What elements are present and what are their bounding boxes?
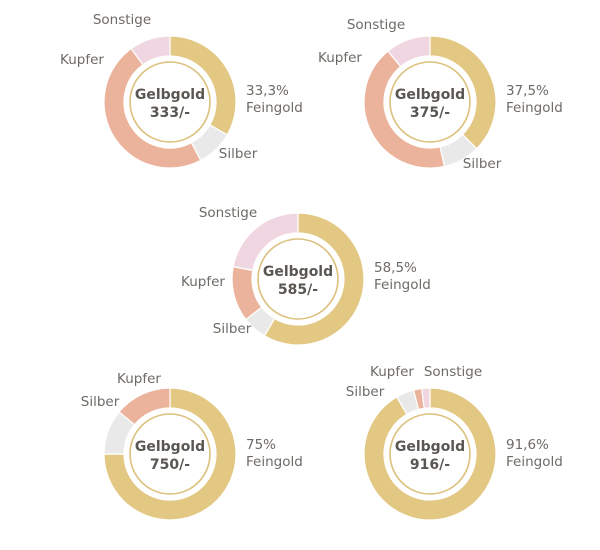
label-silber: Silber [346, 384, 385, 400]
center-title: Gelbgold [395, 439, 465, 455]
gold-percent-label: 33,3% [246, 83, 289, 99]
label-kupfer: Kupfer [181, 274, 225, 290]
donut-hole [384, 56, 476, 148]
gold-percent-label: 75% [246, 437, 276, 453]
label-silber: Silber [463, 156, 502, 172]
center-value: 750/- [150, 457, 190, 473]
label-kupfer: Kupfer [318, 50, 362, 66]
donut-chart-3: Gelbgold 585/- 58,5%Feingold Silber Kupfer So… [181, 205, 431, 346]
gold-name-label: Feingold [246, 454, 303, 470]
center-value: 375/- [410, 105, 450, 121]
gold-percent-label: 58,5% [374, 260, 417, 276]
label-silber: Silber [81, 394, 120, 410]
gold-percent-label: 91,6% [506, 437, 549, 453]
inner-ring [389, 413, 471, 495]
donut-hole [252, 233, 344, 325]
inner-ring [257, 238, 339, 320]
donut-hole [124, 56, 216, 148]
gold-name-label: Feingold [374, 277, 431, 293]
donut-chart-5: Gelbgold 916/- 91,6%Feingold Silber Kupfer So… [346, 364, 563, 521]
donut-hole [124, 408, 216, 500]
label-sonstige: Sonstige [199, 205, 257, 221]
center-title: Gelbgold [395, 87, 465, 103]
inner-ring [389, 61, 471, 143]
slice-feingold [263, 212, 365, 346]
donut-chart-2: Gelbgold 375/- 37,5%Feingold Silber Kupfer So… [318, 17, 563, 172]
center-title: Gelbgold [135, 87, 205, 103]
gold-name-label: Feingold [506, 454, 563, 470]
label-kupfer: Kupfer [117, 371, 161, 387]
gold-name-label: Feingold [506, 100, 563, 116]
center-title: Gelbgold [135, 439, 205, 455]
label-kupfer: Kupfer [370, 364, 414, 380]
label-sonstige: Sonstige [424, 364, 482, 380]
label-kupfer: Kupfer [60, 52, 104, 68]
label-sonstige: Sonstige [93, 12, 151, 28]
donut-hole [384, 408, 476, 500]
gold-name-label: Feingold [246, 100, 303, 116]
gold-percent-label: 37,5% [506, 83, 549, 99]
donut-chart-4: Gelbgold 750/- 75%Feingold Silber Kupfer [81, 371, 303, 521]
center-title: Gelbgold [263, 264, 333, 280]
center-value: 333/- [150, 105, 190, 121]
label-silber: Silber [213, 321, 252, 337]
inner-ring [129, 413, 211, 495]
label-silber: Silber [219, 146, 258, 162]
label-sonstige: Sonstige [347, 17, 405, 33]
inner-ring [129, 61, 211, 143]
center-value: 916/- [410, 457, 450, 473]
donut-chart-1: Gelbgold 333/- 33,3%Feingold Silber Kupfer So… [60, 12, 303, 169]
center-value: 585/- [278, 282, 318, 298]
